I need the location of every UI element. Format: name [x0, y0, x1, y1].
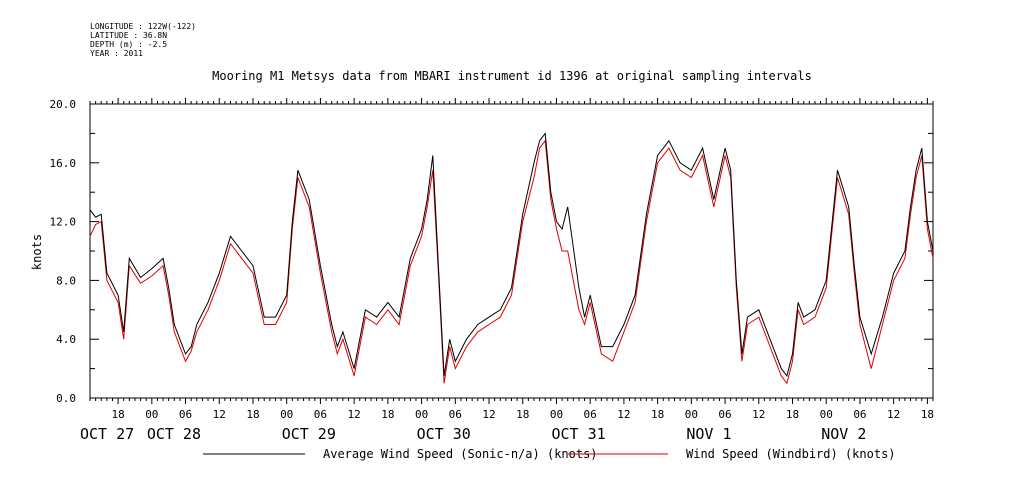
- legend: Average Wind Speed (Sonic-n/a) (knots) W…: [203, 447, 896, 461]
- date-label: NOV 2: [821, 425, 866, 443]
- plot-area: 0.0 4.0 8.0 12.0 16.0 20.0 18 00 06 12 18 00 06 12 18 0…: [50, 98, 934, 443]
- x-tick-label: 12: [348, 408, 361, 421]
- x-tick-label: 06: [314, 408, 327, 421]
- x-tick-label: 18: [381, 408, 394, 421]
- legend-label-windbird: Wind Speed (Windbird) (knots): [686, 447, 896, 461]
- date-label: OCT 28: [147, 425, 201, 443]
- date-label: OCT 27: [80, 425, 134, 443]
- x-tick-label: 00: [145, 408, 158, 421]
- x-tick-label: 18: [921, 408, 934, 421]
- x-tick-label: 06: [718, 408, 731, 421]
- x-tick-label: 18: [651, 408, 664, 421]
- y-tick-label: 0.0: [56, 392, 76, 405]
- x-tick-label: 00: [685, 408, 698, 421]
- x-tick-label: 18: [516, 408, 529, 421]
- y-tick-label: 20.0: [50, 98, 77, 111]
- x-tick-label: 12: [752, 408, 765, 421]
- metadata-depth: DEPTH (m) : -2.5: [90, 40, 168, 49]
- date-label: OCT 30: [417, 425, 471, 443]
- x-tick-label: 12: [482, 408, 495, 421]
- date-label: OCT 31: [551, 425, 605, 443]
- y-tick-label: 16.0: [50, 157, 77, 170]
- x-tick-label: 18: [786, 408, 799, 421]
- date-label: OCT 29: [282, 425, 336, 443]
- x-tick-label: 18: [111, 408, 124, 421]
- metadata-block: LONGITUDE : 122W(-122) LATITUDE : 36.8N …: [90, 22, 196, 58]
- y-axis-label: knots: [30, 234, 44, 270]
- x-tick-label: 12: [617, 408, 630, 421]
- y-tick-label: 8.0: [56, 274, 76, 287]
- y-tick-label: 12.0: [50, 216, 77, 229]
- x-tick-label: 12: [887, 408, 900, 421]
- series-average-wind-line: [89, 132, 934, 378]
- legend-label-average-wind: Average Wind Speed (Sonic-n/a) (knots): [323, 447, 598, 461]
- chart-title: Mooring M1 Metsys data from MBARI instru…: [212, 69, 812, 83]
- x-tick-label: 00: [280, 408, 293, 421]
- x-tick-label: 00: [415, 408, 428, 421]
- x-tick-label: 00: [820, 408, 833, 421]
- x-tick-label: 06: [449, 408, 462, 421]
- metadata-longitude: LONGITUDE : 122W(-122): [90, 22, 196, 31]
- x-tick-label: 12: [213, 408, 226, 421]
- date-label: NOV 1: [686, 425, 731, 443]
- y-tick-label: 4.0: [56, 333, 76, 346]
- x-tick-label: 00: [550, 408, 563, 421]
- series-windbird-line: [89, 139, 934, 385]
- x-tick-label: 06: [853, 408, 866, 421]
- x-tick-label: 18: [246, 408, 259, 421]
- x-tick-label: 06: [179, 408, 192, 421]
- metadata-latitude: LATITUDE : 36.8N: [90, 31, 168, 40]
- x-tick-label: 06: [584, 408, 597, 421]
- metadata-year: YEAR : 2011: [90, 49, 143, 58]
- plot-frame: [89, 103, 934, 399]
